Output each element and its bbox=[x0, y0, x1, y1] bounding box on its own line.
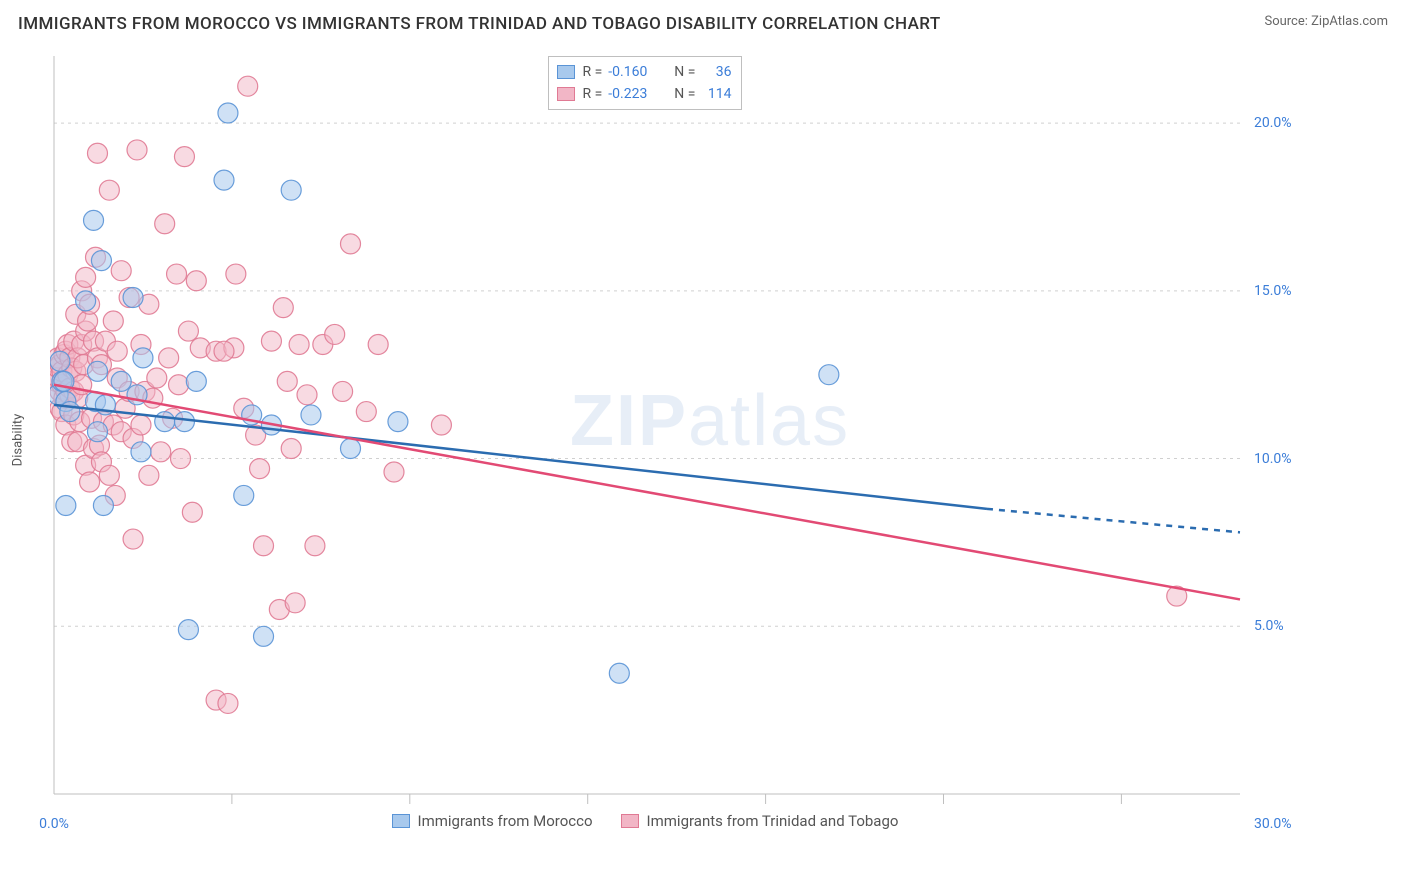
y-tick-label: 10.0% bbox=[1254, 451, 1292, 467]
stats-swatch bbox=[557, 87, 575, 101]
stats-n-value: 114 bbox=[701, 83, 731, 105]
legend-item: Immigrants from Trinidad and Tobago bbox=[621, 812, 899, 830]
legend-swatch bbox=[392, 814, 410, 828]
x-tick-label: 0.0% bbox=[39, 816, 69, 832]
correlation-stats-box: R =-0.160 N = 36 R =-0.223 N = 114 bbox=[548, 56, 743, 110]
legend-label: Immigrants from Morocco bbox=[418, 812, 593, 830]
y-tick-label: 15.0% bbox=[1254, 283, 1292, 299]
y-tick-label: 20.0% bbox=[1254, 115, 1292, 131]
chart-area: Disability ZIPatlas 5.0%10.0%15.0%20.0%0… bbox=[50, 50, 1370, 830]
stats-n-label: N = bbox=[674, 61, 695, 83]
legend-swatch bbox=[621, 814, 639, 828]
stats-r-label: R = bbox=[583, 83, 603, 105]
x-tick-label: 30.0% bbox=[1254, 816, 1292, 832]
y-axis-label: Disability bbox=[11, 414, 26, 467]
stats-r-label: R = bbox=[583, 61, 603, 83]
stats-row: R =-0.223 N = 114 bbox=[557, 83, 732, 105]
stats-r-value: -0.223 bbox=[608, 83, 660, 105]
stats-n-label: N = bbox=[674, 83, 695, 105]
legend-item: Immigrants from Morocco bbox=[392, 812, 593, 830]
series-legend: Immigrants from Morocco Immigrants from T… bbox=[392, 812, 899, 830]
legend-label: Immigrants from Trinidad and Tobago bbox=[647, 812, 899, 830]
stats-n-value: 36 bbox=[701, 61, 731, 83]
stats-swatch bbox=[557, 65, 575, 79]
y-tick-label: 5.0% bbox=[1254, 618, 1284, 634]
scatter-plot-svg bbox=[50, 50, 1300, 810]
chart-title: IMMIGRANTS FROM MOROCCO VS IMMIGRANTS FR… bbox=[18, 14, 941, 34]
stats-row: R =-0.160 N = 36 bbox=[557, 61, 732, 83]
stats-r-value: -0.160 bbox=[608, 61, 660, 83]
source-label: Source: ZipAtlas.com bbox=[1264, 14, 1388, 29]
